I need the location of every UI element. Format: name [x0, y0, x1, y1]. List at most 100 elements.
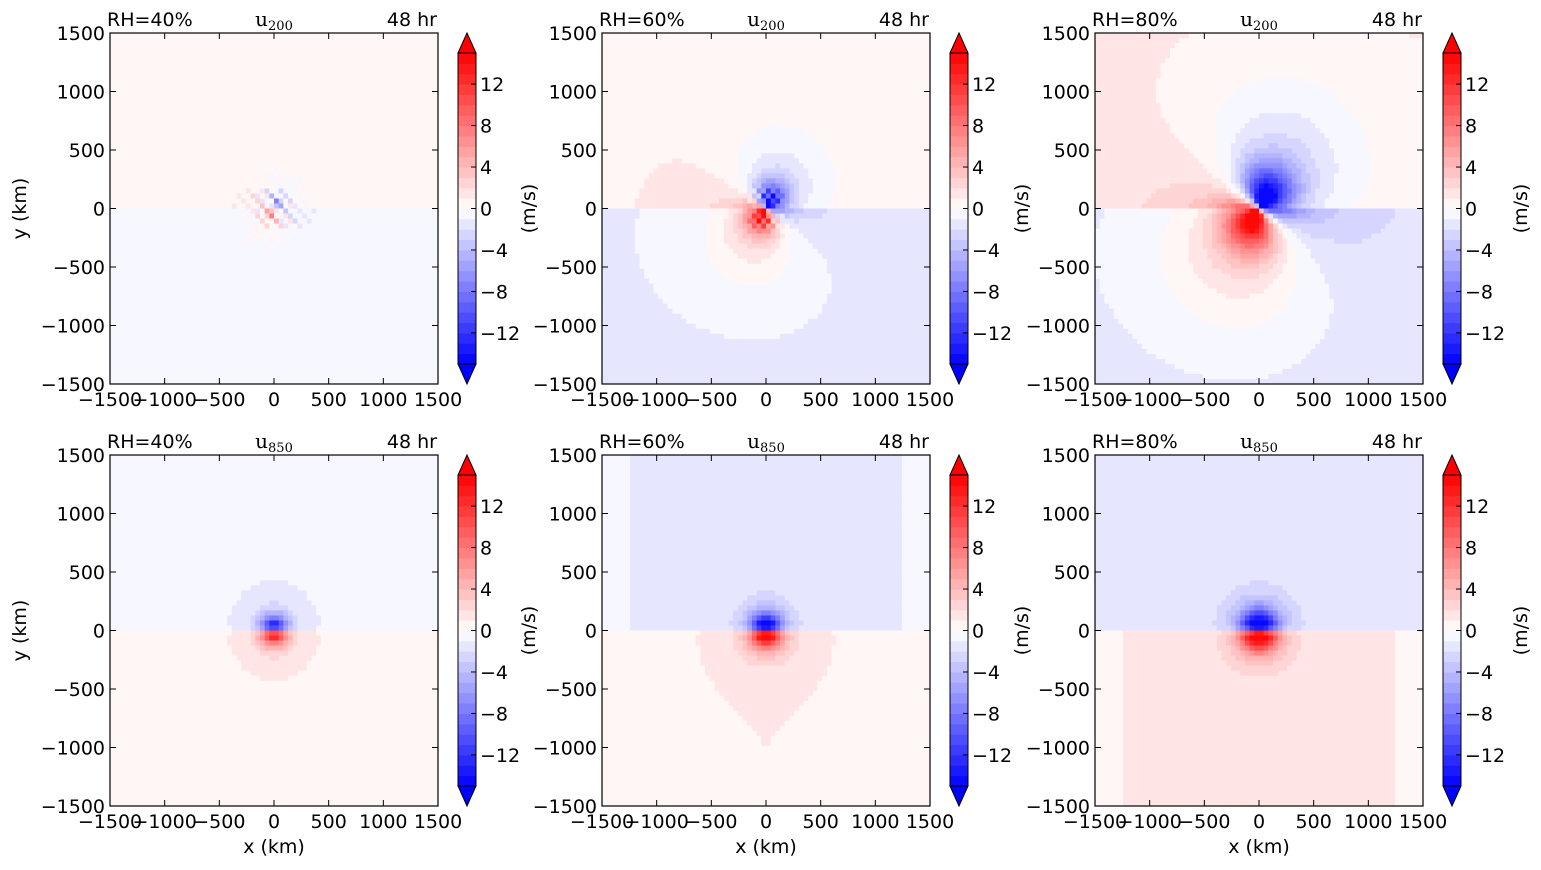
- field-cell: [428, 228, 434, 235]
- field-cell: [236, 308, 242, 315]
- field-cell: [409, 223, 416, 230]
- field-cell: [428, 368, 434, 375]
- field-cell: [255, 138, 261, 144]
- field-cell: [363, 283, 369, 290]
- field-cell: [245, 343, 252, 350]
- field-cell: [363, 73, 369, 79]
- field-cell: [278, 93, 284, 99]
- field-cell: [194, 218, 200, 225]
- field-cell: [306, 193, 313, 200]
- field-cell: [110, 33, 116, 39]
- field-cell: [278, 363, 284, 370]
- field-cell: [142, 153, 149, 159]
- field-cell: [363, 278, 369, 285]
- field-cell: [152, 228, 158, 235]
- field-cell: [138, 123, 144, 129]
- field-cell: [391, 353, 397, 360]
- field-cell: [297, 38, 303, 44]
- field-cell: [311, 363, 317, 370]
- field-cell: [264, 183, 270, 190]
- field-cell: [391, 358, 397, 365]
- field-cell: [405, 48, 411, 54]
- field-cell: [353, 248, 359, 255]
- field-cell: [409, 203, 416, 210]
- field-cell: [199, 93, 205, 99]
- field-cell: [199, 63, 205, 69]
- field-cell: [320, 163, 327, 169]
- field-cell: [395, 93, 402, 99]
- field-cell: [316, 298, 322, 305]
- field-cell: [344, 378, 350, 384]
- field-cell: [405, 98, 411, 104]
- colorbar-level: [458, 281, 476, 292]
- field-cell: [433, 173, 438, 180]
- field-cell: [250, 78, 256, 84]
- field-cell: [339, 363, 345, 370]
- field-cell: [334, 273, 341, 280]
- field-cell: [161, 183, 167, 190]
- field-cell: [409, 68, 416, 74]
- field-cell: [419, 88, 425, 94]
- field-cell: [283, 223, 289, 230]
- field-cell: [166, 203, 172, 210]
- field-cell: [395, 183, 402, 190]
- field-cell: [213, 133, 219, 139]
- field-cell: [320, 173, 327, 180]
- field-cell: [189, 373, 195, 380]
- field-cell: [199, 243, 205, 250]
- field-cell: [274, 123, 280, 129]
- field-cell: [231, 148, 238, 154]
- field-cell: [142, 278, 149, 285]
- field-cell: [405, 243, 411, 250]
- field-cell: [414, 158, 420, 164]
- field-cell: [330, 38, 336, 44]
- field-cell: [194, 303, 200, 310]
- field-cell: [334, 103, 341, 109]
- field-cell: [372, 103, 378, 109]
- field-cell: [339, 208, 345, 215]
- field-cell: [344, 243, 350, 250]
- field-cell: [283, 243, 289, 250]
- field-cell: [166, 108, 172, 114]
- field-cell: [353, 238, 359, 245]
- field-cell: [320, 48, 327, 54]
- field-cell: [306, 168, 313, 174]
- field-cell: [353, 378, 359, 384]
- field-cell: [339, 308, 345, 315]
- field-cell: [110, 118, 116, 124]
- field-cell: [236, 248, 242, 255]
- field-cell: [231, 83, 238, 89]
- field-cell: [302, 148, 308, 154]
- field-cell: [367, 328, 373, 335]
- field-cell: [316, 78, 322, 84]
- field-cell: [288, 333, 294, 340]
- field-cell: [133, 53, 139, 59]
- field-cell: [325, 143, 331, 149]
- field-cell: [114, 263, 120, 270]
- field-cell: [414, 223, 420, 230]
- field-cell: [208, 193, 214, 200]
- field-cell: [353, 368, 359, 375]
- field-cell: [227, 338, 233, 345]
- field-cell: [208, 343, 214, 350]
- y-tick-label: 0: [93, 199, 105, 221]
- field-cell: [217, 108, 224, 114]
- field-cell: [428, 348, 434, 355]
- field-cell: [227, 108, 233, 114]
- field-cell: [320, 128, 327, 134]
- field-cell: [316, 103, 322, 109]
- field-cell: [213, 163, 219, 169]
- field-cell: [316, 83, 322, 89]
- field-cell: [400, 153, 406, 159]
- field-cell: [292, 113, 299, 119]
- field-cell: [269, 303, 275, 310]
- field-cell: [241, 198, 247, 205]
- field-cell: [199, 343, 205, 350]
- field-cell: [264, 228, 270, 235]
- field-cell: [423, 168, 430, 174]
- field-cell: [395, 83, 402, 89]
- field-cell: [288, 263, 294, 270]
- field-cell: [358, 228, 364, 235]
- field-cell: [409, 293, 416, 300]
- field-cell: [363, 358, 369, 365]
